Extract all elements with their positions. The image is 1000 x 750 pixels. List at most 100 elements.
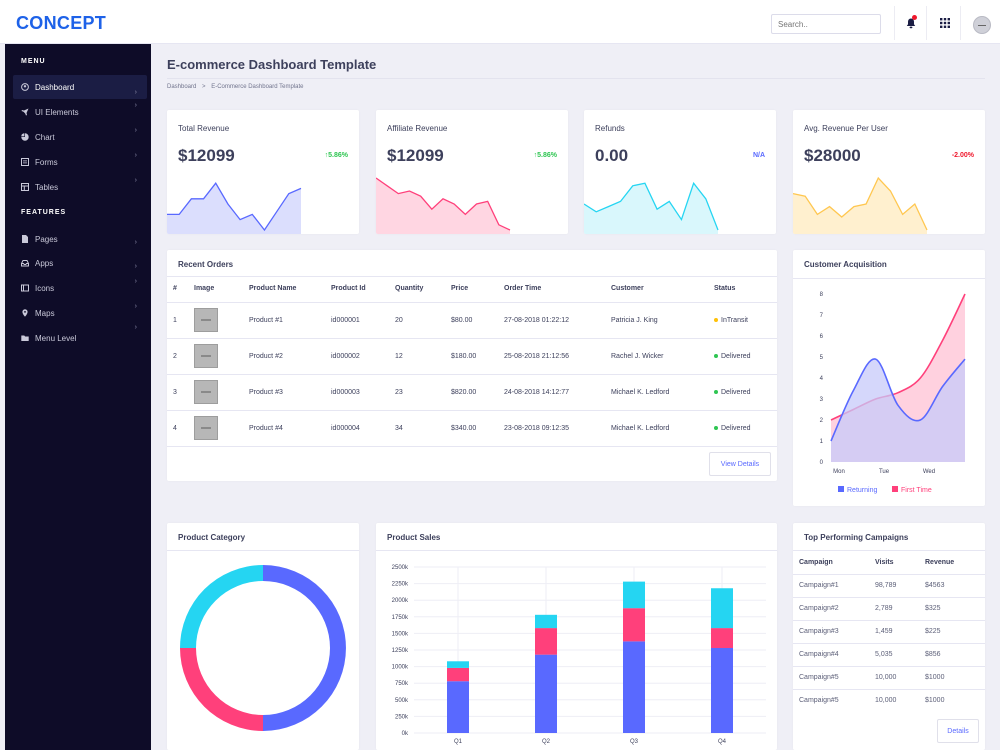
sidebar-item-icons[interactable]: Icons › [13,276,147,300]
icons-icon [21,284,29,292]
table-row[interactable]: Campaign#3 1,459 $225 [793,619,985,643]
user-avatar[interactable] [973,16,991,34]
sidebar-item-tables[interactable]: Tables › [13,175,147,199]
search-input[interactable] [771,14,881,34]
sparkline-chart [167,182,302,234]
details-button[interactable]: Details [937,719,979,743]
product-id: id000002 [331,337,395,374]
status: Delivered [714,337,777,374]
table-row[interactable]: 1 Product #1 id000001 20 $80.00 27-08-20… [167,301,777,338]
row-number: 3 [167,373,194,410]
campaign-visits: 1,459 [875,619,925,643]
sidebar-item-pages[interactable]: Pages › [13,227,147,251]
table-row[interactable]: Campaign#2 2,789 $325 [793,596,985,620]
sidebar-item-label: Dashboard [35,82,75,92]
breadcrumb: Dashboard > E-Commerce Dashboard Templat… [167,84,303,90]
y-tick-label: 500k [395,698,409,704]
status: Delivered [714,409,777,446]
order-time: 24-08-2018 14:12:77 [504,373,611,410]
status: Delivered [714,373,777,410]
sidebar-item-forms[interactable]: Forms › [13,150,147,174]
brand-logo[interactable]: CONCEPT [16,13,107,33]
user-circle-icon [21,83,29,91]
chevron-right-icon: › [134,303,137,310]
legend-label: First Time [901,487,932,494]
metric-title: Refunds [595,124,625,133]
row-number: 2 [167,337,194,374]
x-tick-label: Q4 [718,739,727,745]
x-tick-label: Wed [923,469,935,475]
series-area [831,358,965,462]
customer: Patricia J. King [611,301,714,338]
form-icon [21,158,29,166]
campaign-revenue: $225 [925,619,985,643]
sidebar-item-apps[interactable]: Apps › [13,251,147,275]
sparkline-line [376,177,511,231]
x-tick-label: Mon [833,469,845,475]
legend-label: Returning [847,487,877,494]
customer: Rachel J. Wicker [611,337,714,374]
chevron-right-icon: › [134,324,137,331]
sidebar-item-menu-level[interactable]: Menu Level › [13,324,147,350]
column-header: Product Name [249,285,297,293]
sidebar-item-ui-elements[interactable]: UI Elements › [13,100,147,124]
y-tick-label: 1250k [392,648,409,654]
chevron-right-icon: › [134,89,137,96]
product-name: Product #3 [249,373,331,410]
campaigns-table: Campaign Visits Revenue Campaign#1 98,789… [793,551,985,712]
bar-segment [535,614,557,629]
card-title: Top Performing Campaigns [804,533,909,542]
table-row[interactable]: Campaign#1 98,789 $4563 [793,573,985,597]
status-dot [714,425,718,430]
y-tick-label: 7 [820,313,824,319]
customer: Michael K. Ledford [611,373,714,410]
arrow-up-icon: ↑ [324,152,329,159]
table-row[interactable]: Campaign#5 10,000 $1000 [793,665,985,689]
quantity: 23 [395,373,451,410]
table-row[interactable]: 3 Product #3 id000003 23 $820.00 24-08-2… [167,373,777,410]
metric-value: 0.00 [595,146,629,165]
bar-segment [711,628,733,649]
product-name: Product #1 [249,301,331,338]
table-row[interactable]: 4 Product #4 id000004 34 $340.00 23-08-2… [167,409,777,446]
divider [926,6,927,40]
chevron-right-icon: › [134,152,137,159]
status-dot [714,317,718,322]
customer: Michael K. Ledford [611,409,714,446]
sidebar-item-chart[interactable]: Chart › [13,125,147,149]
campaign-name: Campaign#4 [793,642,875,666]
product-id: id000004 [331,409,395,446]
x-tick-label: Q3 [630,739,639,745]
column-header: Product Id [331,285,366,293]
apps-grid-icon[interactable] [938,16,952,30]
price: $80.00 [451,301,504,338]
sidebar-item-label: Forms [35,157,58,167]
customer-acquisition-chart: 0 1 2 3 4 5 6 7 8 Mon Tue Wed Returning First Time [820,292,966,494]
table-row[interactable]: Campaign#5 10,000 $1000 [793,688,985,712]
table-row[interactable]: 2 Product #2 id000002 12 $180.00 25-08-2… [167,337,777,374]
divider [167,276,777,277]
product-image [194,337,249,374]
sidebar-item-maps[interactable]: Maps › [13,301,147,325]
sidebar-item-label: Chart [35,132,55,142]
sidebar-item-dashboard[interactable]: Dashboard › [13,75,147,99]
top-campaigns-card: Top Performing Campaigns Campaign Visits… [793,523,985,750]
column-header: Price [451,285,469,293]
metric-change: ↑5.86% [533,152,557,159]
divider [167,78,985,79]
y-tick-label: 0k [402,731,409,737]
sidebar-item-label: UI Elements [35,107,79,117]
price: $180.00 [451,337,504,374]
table-row[interactable]: Campaign#4 5,035 $856 [793,642,985,666]
price: $820.00 [451,373,504,410]
y-tick-label: 2 [820,418,824,424]
divider [793,278,985,279]
row-number: 4 [167,409,194,446]
product-image [194,409,249,446]
breadcrumb-link[interactable]: Dashboard [167,84,197,90]
metric-card-total-revenue: Total Revenue $12099 ↑5.86% [167,110,359,234]
card-title: Product Category [178,533,246,542]
view-details-button[interactable]: View Details [709,452,771,476]
y-tick-label: 1500k [392,631,409,637]
metric-change: -2.00% [951,152,974,159]
